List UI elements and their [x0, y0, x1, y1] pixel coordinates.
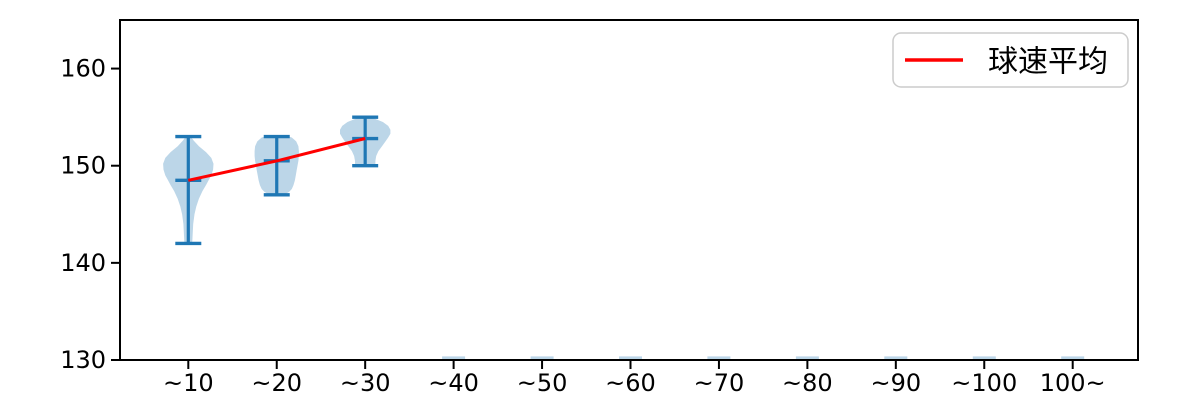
x-axis: ~10 ~20 ~30 ~40 ~50 ~60 ~70 ~80 ~90 ~100 100~ [163, 361, 1106, 397]
y-tick-label: 130 [60, 346, 106, 374]
baseline-mark-~50 [530, 356, 554, 360]
x-tick-label: ~20 [251, 369, 302, 397]
legend-box [892, 32, 1129, 88]
x-tick-label: ~90 [870, 369, 921, 397]
baseline-mark-~60 [619, 356, 642, 360]
baseline-mark-~40 [442, 356, 466, 360]
y-tick-label: 160 [60, 55, 106, 83]
y-tick-label: 140 [60, 249, 106, 277]
x-tick-label: ~80 [782, 369, 833, 397]
x-tick-label: ~100 [951, 369, 1017, 397]
baseline-mark-100~ [1061, 356, 1085, 360]
y-tick-label: 150 [60, 152, 106, 180]
x-tick-label: ~30 [340, 369, 391, 397]
x-tick-label: 100~ [1040, 369, 1106, 397]
baseline-mark-~70 [707, 356, 731, 360]
baseline-mark-~80 [795, 356, 819, 360]
y-axis: 130 140 150 160 [60, 55, 119, 374]
legend-label: 球速平均 [988, 45, 1108, 80]
baseline-mark-~100 [972, 356, 996, 360]
legend: 球速平均 [892, 32, 1129, 88]
x-tick-label: ~10 [163, 369, 214, 397]
x-tick-label: ~70 [694, 369, 745, 397]
x-tick-label: ~50 [517, 369, 568, 397]
plot-border [119, 19, 1139, 361]
mean-line [187, 137, 366, 182]
x-tick-label: ~40 [428, 369, 479, 397]
x-tick-label: ~60 [605, 369, 656, 397]
baseline-mark-~90 [884, 356, 908, 360]
baseline-marks-layer [442, 356, 1085, 360]
